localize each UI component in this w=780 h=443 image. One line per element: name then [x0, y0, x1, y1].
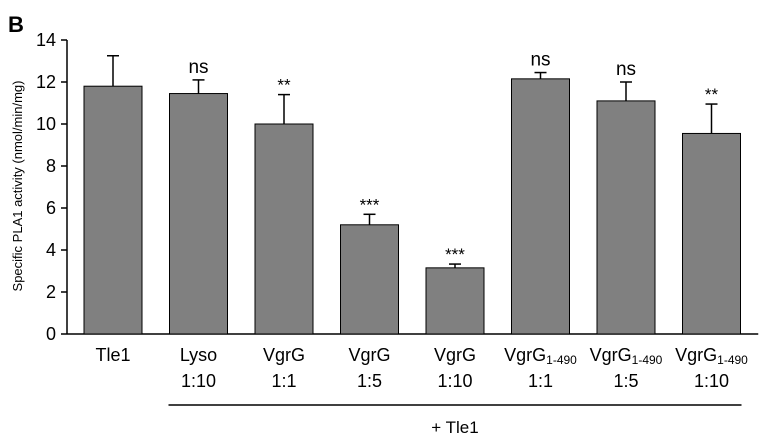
y-tick-label: 10: [36, 114, 56, 134]
x-tick-label: Lyso: [180, 345, 217, 365]
y-tick-label: 6: [46, 198, 56, 218]
y-tick-label: 4: [46, 240, 56, 260]
x-tick-label: VgrG1-490: [590, 345, 663, 367]
bar: [511, 78, 570, 335]
significance-label: ns: [188, 57, 208, 78]
x-tick-label: VgrG1-490: [675, 345, 748, 367]
y-tick-label: 8: [46, 156, 56, 176]
y-tick-label: 12: [36, 72, 56, 92]
y-tick-label: 2: [46, 282, 56, 302]
significance-label: ***: [445, 245, 465, 264]
significance-label: ***: [360, 195, 380, 214]
x-tick-label: VgrG: [434, 345, 476, 365]
bar: [83, 85, 143, 335]
x-tick-label-line2: 1:1: [271, 371, 296, 391]
x-axis-labels: Tle1 Lyso 1:10 VgrG 1:1 VgrG 1:5 VgrG 1:10 VgrG1-…: [95, 345, 748, 391]
y-tick-label: 14: [36, 30, 56, 50]
x-tick-label-line2: 1:5: [613, 371, 638, 391]
significance-label: ns: [530, 50, 550, 71]
x-tick-label-line2: 1:10: [181, 371, 216, 391]
y-tick-label: 0: [46, 324, 56, 344]
x-tick-label: Tle1: [95, 345, 130, 365]
x-tick-label: VgrG: [263, 345, 305, 365]
bars-group: ns********ns ns**: [83, 50, 741, 335]
bar: [425, 267, 485, 335]
panel-label: B: [8, 12, 24, 37]
bar: [596, 100, 656, 335]
significance-label: ns: [616, 59, 636, 80]
bar: [682, 132, 741, 335]
x-tick-label-line2: 1:1: [528, 371, 553, 391]
bar: [254, 123, 314, 335]
bar: [340, 224, 399, 335]
significance-label: **: [705, 85, 719, 104]
bar: [169, 93, 228, 335]
x-tick-label: VgrG1-490: [504, 345, 577, 367]
group-bracket-label: + Tle1: [431, 418, 478, 437]
significance-label: **: [277, 76, 291, 95]
x-tick-label-line2: 1:10: [437, 371, 472, 391]
y-axis-label: Specific PLA1 activity (nmol/min/mg): [10, 81, 25, 292]
x-tick-label-line2: 1:10: [694, 371, 729, 391]
x-tick-label-line2: 1:5: [357, 371, 382, 391]
x-tick-label: VgrG: [348, 345, 390, 365]
